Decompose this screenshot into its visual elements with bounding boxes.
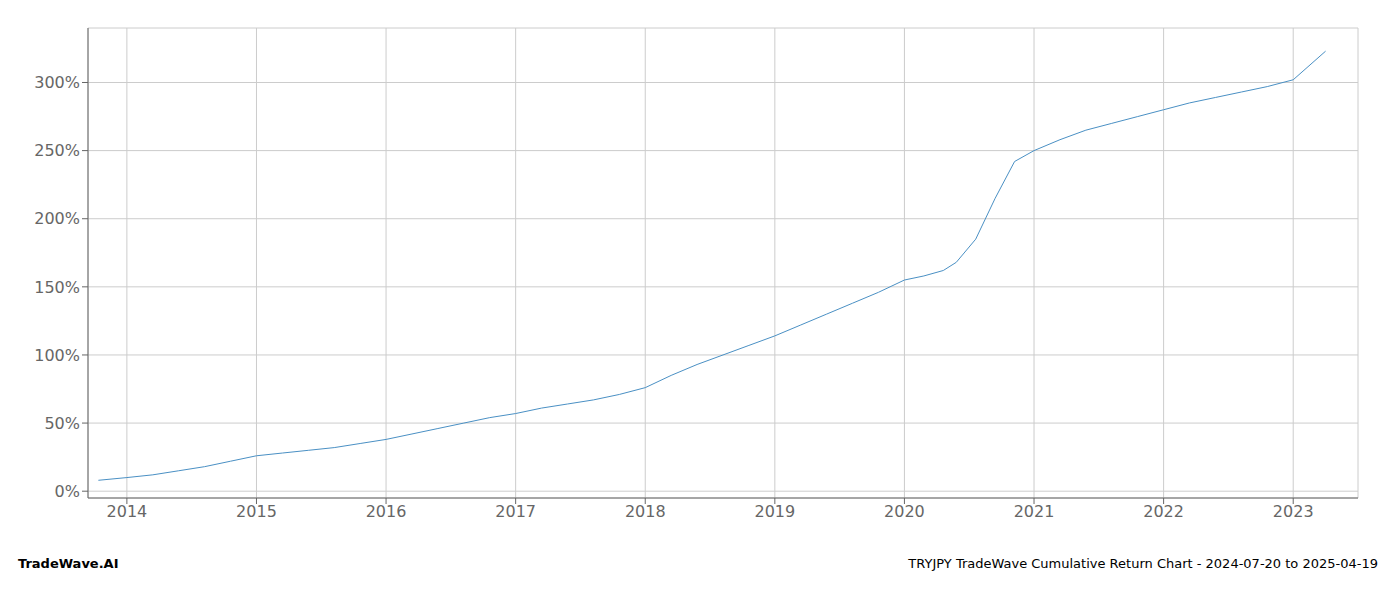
svg-text:300%: 300% bbox=[34, 73, 80, 92]
svg-text:150%: 150% bbox=[34, 278, 80, 297]
svg-text:2020: 2020 bbox=[884, 502, 925, 521]
svg-text:2019: 2019 bbox=[754, 502, 795, 521]
svg-text:200%: 200% bbox=[34, 209, 80, 228]
svg-text:100%: 100% bbox=[34, 346, 80, 365]
svg-text:250%: 250% bbox=[34, 141, 80, 160]
svg-text:2021: 2021 bbox=[1014, 502, 1055, 521]
svg-text:2022: 2022 bbox=[1143, 502, 1184, 521]
svg-text:2015: 2015 bbox=[236, 502, 277, 521]
svg-text:50%: 50% bbox=[44, 414, 80, 433]
svg-text:2016: 2016 bbox=[366, 502, 407, 521]
html-text:TradeWave.AI: TradeWave.AI bbox=[18, 555, 119, 571]
svg-text:2017: 2017 bbox=[495, 502, 536, 521]
svg-text:2014: 2014 bbox=[107, 502, 148, 521]
html-text:TRYJPY TradeWave Cumulative Re: TRYJPY TradeWave Cumulative Return Chart… bbox=[908, 555, 1378, 571]
svg-text:0%: 0% bbox=[55, 482, 80, 501]
svg-text:2018: 2018 bbox=[625, 502, 666, 521]
svg-text:2023: 2023 bbox=[1273, 502, 1314, 521]
